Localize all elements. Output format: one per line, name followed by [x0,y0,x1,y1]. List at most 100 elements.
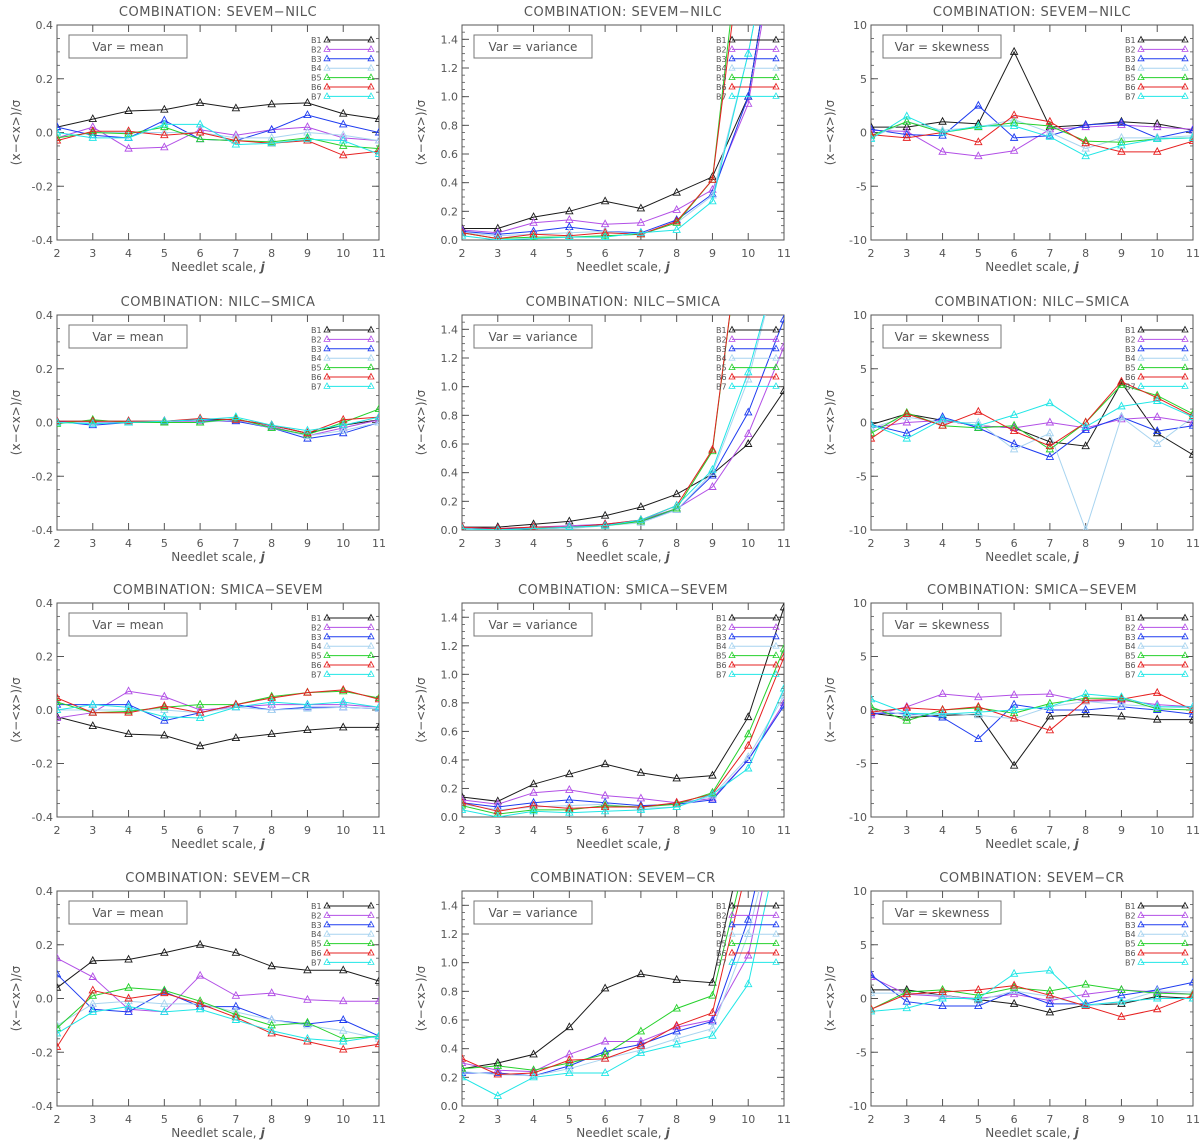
data-point-B7 [88,132,98,141]
y-tick-label: 1.4 [441,611,459,624]
data-point-B3 [974,100,983,109]
data-point-B1 [902,122,912,131]
data-point-B1 [565,769,574,778]
legend-label-B2: B2 [716,335,727,344]
data-point-B6 [494,523,502,530]
x-tick-label: 7 [1046,537,1053,550]
x-tick-label: 6 [602,247,609,260]
legend-marker-B5 [1181,651,1189,658]
legend-marker-B6 [367,660,375,668]
legend-label-B5: B5 [311,364,322,373]
legend-label-B7: B7 [716,382,727,391]
data-point-B1 [779,603,784,611]
legend-marker-B6 [1137,372,1145,380]
data-point-B6 [974,984,983,993]
legend-marker-B7 [1181,382,1189,389]
legend-label-B3: B3 [311,633,322,642]
data-point-B7 [1081,421,1090,430]
data-point-B6 [338,684,348,693]
x-axis-label: Needlet scale, j [576,1126,670,1140]
legend-marker-B3 [323,54,331,62]
x-tick-label: 8 [673,1113,680,1126]
data-point-B3 [1009,699,1019,708]
data-point-B1 [565,1022,574,1031]
panel-title: COMBINATION: SEVEM−CR [530,871,715,886]
data-point-B7 [1152,396,1162,404]
legend-marker-B5 [1181,939,1189,946]
x-tick-label: 4 [530,824,537,837]
x-tick-label: 7 [232,537,239,550]
x-tick-label: 5 [566,247,573,260]
data-point-B5 [902,407,912,416]
legend-marker-B2 [1137,911,1145,918]
y-tick-label: 0.2 [441,495,459,508]
data-point-B6 [124,707,133,716]
x-axis-label: Needlet scale, j [985,1126,1079,1140]
x-tick-label: 2 [868,1113,875,1126]
legend-label-B1: B1 [1125,614,1136,623]
data-point-B6 [1009,426,1019,435]
x-tick-label: 11 [1186,247,1200,260]
legend-marker-B1 [1181,613,1189,621]
data-point-B5 [1009,982,1019,991]
legend-label-B2: B2 [1125,335,1136,344]
y-axis-label: (x−<x>)/σ [9,99,23,165]
data-point-B1 [1045,711,1055,720]
data-point-B2 [124,686,133,695]
data-point-B7 [195,713,205,721]
legend-marker-B2 [772,911,780,918]
data-point-B6 [902,408,912,417]
data-point-B1 [160,947,169,956]
x-axis-label-var: j [259,1126,266,1140]
x-tick-label: 10 [741,824,755,837]
x-tick-label: 8 [1082,824,1089,837]
y-tick-label: -5 [856,758,867,771]
legend-marker-B7 [367,92,375,99]
legend-marker-B5 [772,73,780,80]
legend-label-B1: B1 [1125,326,1136,335]
data-point-B6 [974,701,983,710]
legend-marker-B7 [1181,958,1189,965]
data-point-B7 [938,709,947,718]
series-line-B5 [871,983,1193,1010]
series-line-B6 [871,114,1193,153]
x-axis-label-text: Needlet scale, [171,837,256,851]
legend-marker-B7 [1137,382,1145,389]
data-point-B1 [708,977,717,986]
legend-label-B5: B5 [1125,940,1136,949]
panel-title: COMBINATION: NILC−SMICA [121,295,316,310]
data-point-B4 [779,690,784,699]
data-point-B7 [1009,410,1019,418]
data-point-B6 [600,519,610,528]
panel-9: COMBINATION: SMICA−SEVEM -10 -5 0 5 10 2 3 4 5 6 7 8… [823,583,1200,851]
legend-marker-B2 [367,45,375,52]
legend-marker-B4 [323,929,331,937]
x-tick-label: 11 [372,1113,386,1126]
data-point-B6 [1081,138,1090,147]
panel-title: COMBINATION: NILC−SMICA [935,295,1130,310]
data-point-B7 [374,149,379,157]
x-tick-label: 4 [125,247,132,260]
series-line-B4 [462,25,755,237]
data-point-B2 [1081,989,1090,998]
legend-label-B4: B4 [716,930,727,939]
data-point-B5 [303,1017,312,1026]
series-line-B7 [462,315,765,530]
legend-label-B3: B3 [1125,55,1136,64]
x-tick-label: 4 [125,1113,132,1126]
x-tick-label: 7 [637,537,644,550]
data-point-B7 [1188,412,1193,421]
data-point-B1 [871,122,876,131]
panel-title: COMBINATION: SEVEM−NILC [933,5,1131,20]
x-tick-label: 9 [1118,1113,1125,1126]
legend-label-B2: B2 [311,911,322,920]
var-box [882,34,1002,59]
data-point-B7 [160,711,169,720]
data-point-B2 [902,417,912,426]
data-point-B6 [871,129,876,138]
data-point-B3 [1045,998,1055,1007]
data-point-B3 [1152,426,1162,435]
data-point-B7 [495,812,501,817]
